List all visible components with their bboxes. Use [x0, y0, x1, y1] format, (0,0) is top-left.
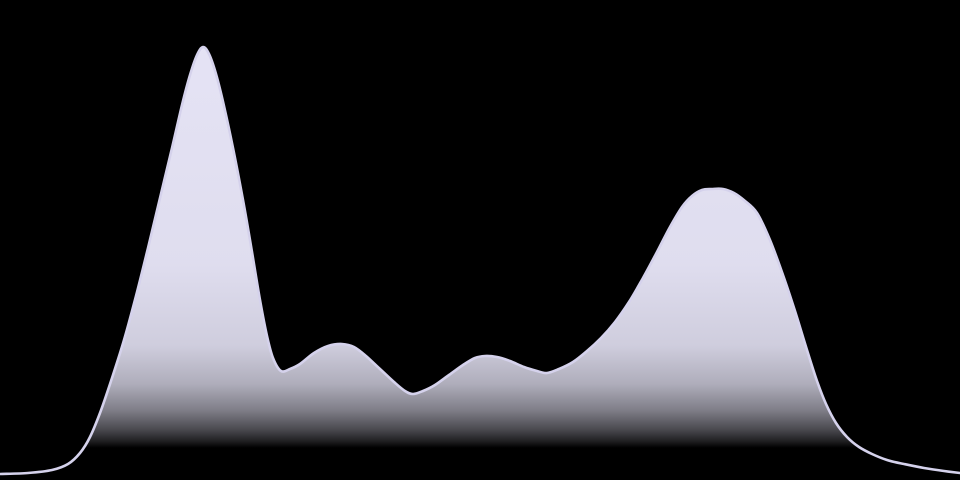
curve-stroke	[0, 45, 960, 476]
area-fill	[0, 46, 960, 480]
